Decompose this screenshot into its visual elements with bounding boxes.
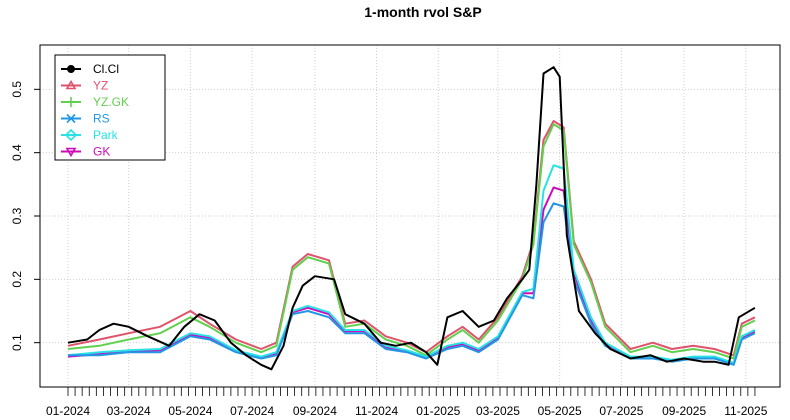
y-tick-label: 0.1: [10, 334, 24, 351]
legend-marker-triangle-down: [65, 147, 77, 158]
series-line-rs: [68, 202, 756, 366]
x-minor-ticks: [67, 387, 756, 396]
legend-item: Park: [61, 128, 119, 142]
legend: Cl.Cl YZ YZ.GK RS Park GK: [54, 54, 166, 161]
series-line-yz: [67, 120, 756, 357]
x-tick-label: 11-2024: [355, 404, 398, 418]
series-line-gk: [67, 186, 756, 365]
x-tick-label: 05-2025: [538, 404, 582, 418]
legend-marker-plus: [66, 97, 76, 107]
legend-label: GK: [93, 145, 110, 159]
legend-label: Cl.Cl: [93, 62, 119, 76]
legend-label: YZ: [93, 79, 108, 93]
x-tick-label: 09-2025: [662, 404, 706, 418]
legend-item: YZ: [61, 79, 108, 93]
x-tick-label: 01-2025: [416, 404, 460, 418]
x-tick-label: 01-2024: [46, 404, 90, 418]
y-tick-label: 0.4: [10, 144, 24, 161]
x-tick-label: 11-2025: [724, 404, 767, 418]
legend-item: Cl.Cl: [61, 62, 119, 76]
x-tick-label: 07-2025: [599, 404, 643, 418]
legend-item: GK: [61, 145, 110, 159]
legend-item: RS: [61, 112, 110, 126]
series-line-cl-cl: [67, 66, 756, 371]
x-tick-label: 03-2024: [107, 404, 151, 418]
x-tick-label: 07-2024: [230, 404, 274, 418]
axes: 0.1 0.2 0.3 0.4 0.5 01-2024 03-2024 05-2024 07-2…: [10, 81, 768, 418]
y-tick-label: 0.5: [10, 81, 24, 98]
legend-label: RS: [93, 112, 110, 126]
x-tick-label: 05-2024: [168, 404, 212, 418]
series-line-yz-gk: [67, 123, 756, 360]
legend-marker-cross: [66, 113, 76, 124]
legend-marker-circle: [67, 65, 75, 73]
legend-label: Park: [93, 128, 119, 142]
legend-item: YZ.GK: [61, 95, 129, 109]
y-tick-label: 0.2: [10, 271, 24, 288]
series-group: [67, 66, 756, 371]
series-line-park: [67, 164, 756, 364]
legend-box: [54, 54, 166, 161]
legend-marker-triangle: [65, 79, 77, 90]
x-tick-label: 03-2025: [476, 404, 520, 418]
legend-label: YZ.GK: [93, 95, 129, 109]
x-tick-label: 09-2024: [293, 404, 337, 418]
y-tick-label: 0.3: [10, 207, 24, 224]
chart-title: 1-month rvol S&P: [364, 4, 481, 20]
legend-marker-diamond: [64, 128, 78, 142]
